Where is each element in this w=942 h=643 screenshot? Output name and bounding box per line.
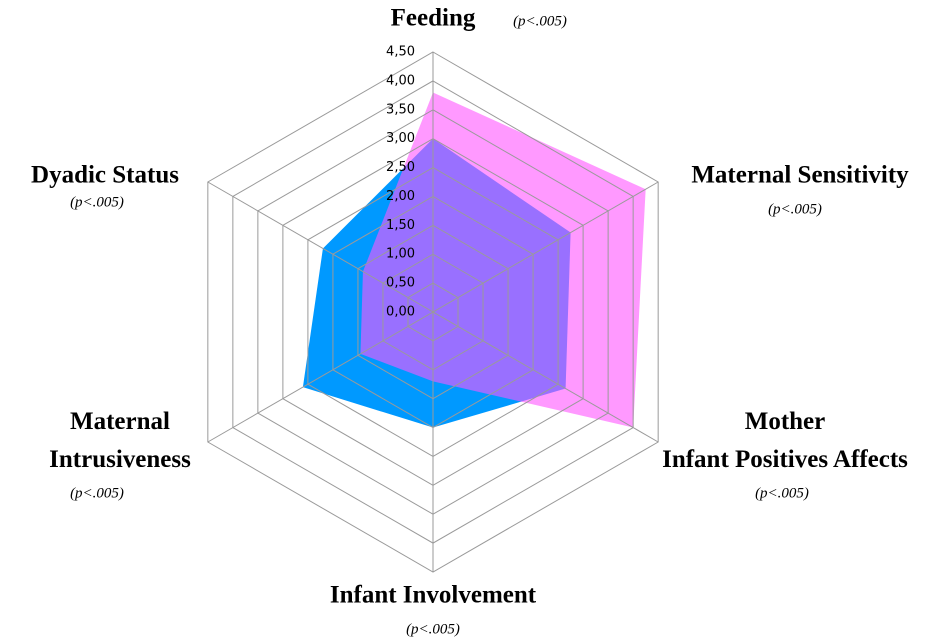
- category-label: Maternal Intrusiveness: [49, 408, 191, 473]
- tick-label: 0,00: [386, 305, 415, 320]
- tick-label: 2,50: [386, 160, 415, 175]
- tick-label: 0,50: [386, 276, 415, 291]
- category-label-line: Intrusiveness: [49, 446, 191, 473]
- tick-label: 1,50: [386, 218, 415, 233]
- tick-label: 1,00: [386, 247, 415, 262]
- category-label: Maternal Sensitivity: [691, 162, 909, 189]
- category-label: Dyadic Status: [31, 162, 179, 189]
- category-label-line: Infant Positives Affects: [662, 446, 908, 473]
- p-value: (p<.005): [70, 194, 124, 210]
- tick-label: 4,00: [386, 73, 415, 88]
- tick-label: 3,00: [386, 131, 415, 146]
- p-value: (p<.005): [755, 485, 809, 501]
- tick-label: 2,00: [386, 189, 415, 204]
- category-label-line: Maternal: [70, 408, 170, 435]
- tick-label: 3,50: [386, 102, 415, 117]
- spoke: [207, 181, 659, 443]
- category-label: Feeding: [391, 5, 476, 32]
- tick-label: 4,50: [386, 45, 415, 60]
- category-label: Mother Infant Positives Affects: [662, 408, 908, 473]
- p-value: (p<.005): [70, 485, 124, 501]
- p-value: (p<.005): [406, 621, 460, 637]
- category-label-line: Mother: [745, 408, 826, 435]
- p-value: (p<.005): [768, 201, 822, 217]
- category-label: Infant Involvement: [330, 582, 537, 609]
- series-area: [360, 92, 646, 428]
- p-value: (p<.005): [513, 13, 567, 29]
